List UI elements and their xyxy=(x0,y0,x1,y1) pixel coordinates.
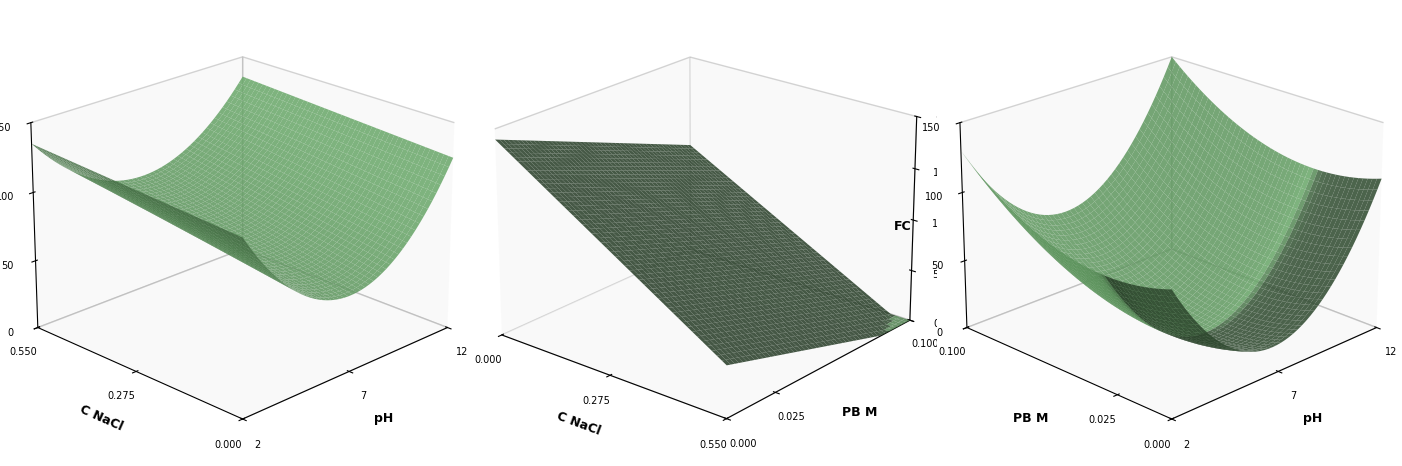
X-axis label: C NaCl: C NaCl xyxy=(555,410,601,438)
Y-axis label: PB M: PB M xyxy=(1014,412,1049,425)
Y-axis label: PB M: PB M xyxy=(841,406,876,419)
Y-axis label: C NaCl: C NaCl xyxy=(79,403,125,433)
X-axis label: pH: pH xyxy=(374,412,394,425)
X-axis label: pH: pH xyxy=(1302,412,1322,425)
